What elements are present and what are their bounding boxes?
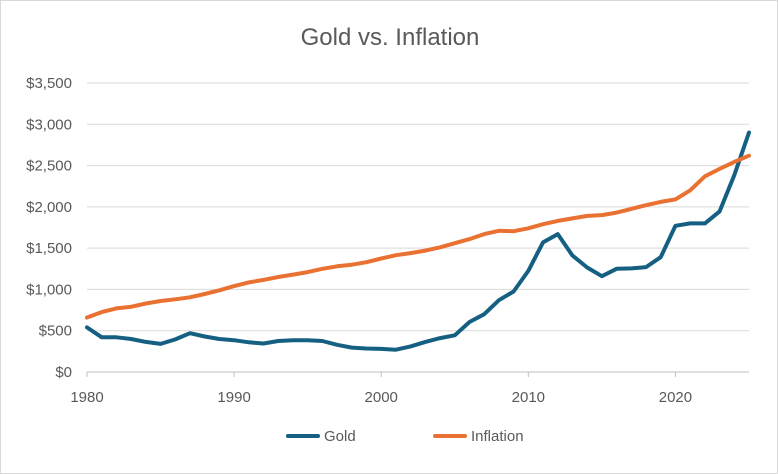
y-tick-label: $3,000 [26,116,72,133]
x-tick-label: 2020 [659,389,692,406]
legend: Gold Inflation [286,428,524,445]
y-tick-label: $3,500 [26,75,72,92]
y-tick-label: $1,000 [26,281,72,298]
x-axis-ticks: 1980 1990 2000 2010 2020 [70,372,692,406]
legend-label-inflation: Inflation [471,428,524,445]
y-axis-ticks: $0 $500 $1,000 $1,500 $2,000 $2,500 $3,000 $3,5… [26,75,72,381]
y-tick-label: $2,500 [26,158,72,175]
y-tick-label: $2,000 [26,199,72,216]
x-tick-label: 2010 [512,389,545,406]
x-tick-label: 1990 [217,389,250,406]
series-line-gold [85,130,751,352]
series-lines [85,130,751,352]
legend-label-gold: Gold [324,428,356,445]
series-line-inflation [85,153,751,320]
x-tick-label: 2000 [365,389,398,406]
chart-title: Gold vs. Inflation [301,24,480,51]
gridlines [87,82,749,332]
x-tick-label: 1980 [70,389,103,406]
y-tick-label: $1,500 [26,240,72,257]
y-tick-label: $0 [55,364,72,381]
y-tick-label: $500 [39,323,72,340]
